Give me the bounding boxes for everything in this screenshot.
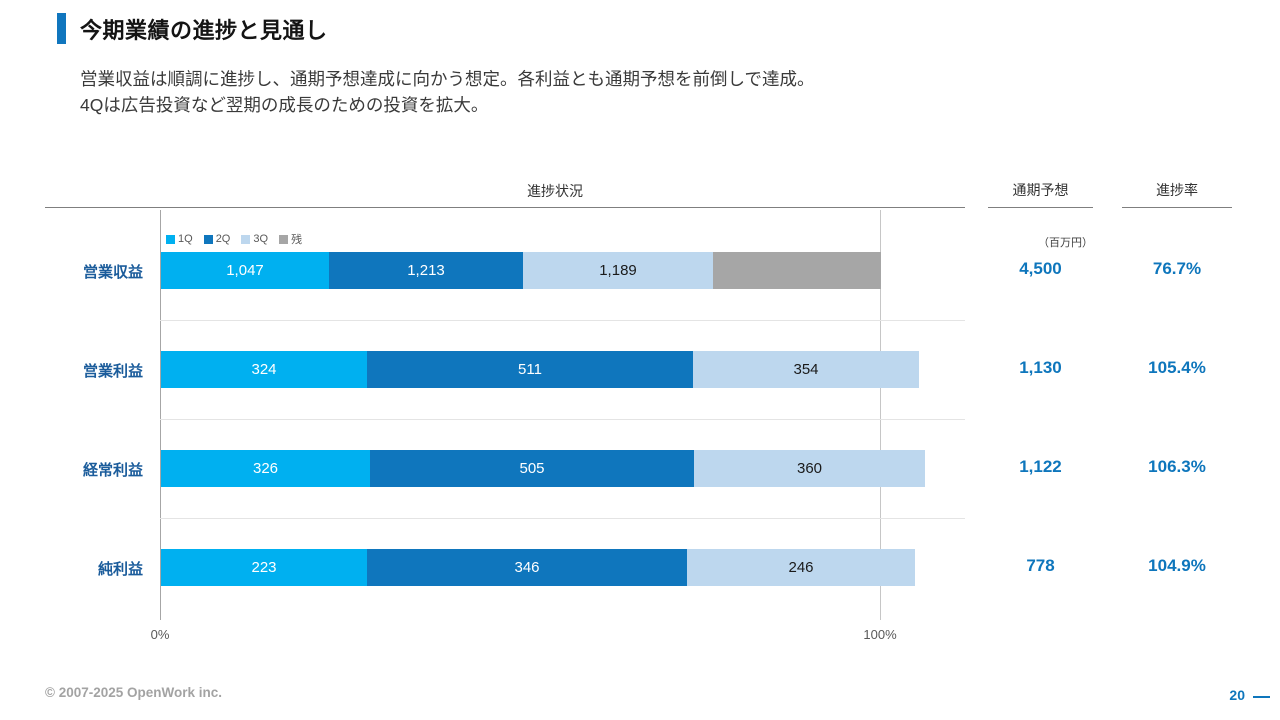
legend-label: 2Q [215, 233, 231, 245]
bar-segment-1Q: 223 [161, 549, 367, 586]
bar-segment-2Q: 346 [367, 549, 687, 586]
x-tick-0: 0% [150, 627, 170, 642]
page-number-dash [1253, 696, 1270, 698]
progress-value: 105.4% [1148, 357, 1206, 377]
bar-segment-3Q: 354 [693, 351, 919, 388]
legend-label: 3Q [253, 233, 269, 245]
chart-header-rule [45, 207, 965, 208]
legend-swatch-icon [166, 234, 175, 244]
stacked-bar: 1,047 1,213 1,189 [161, 252, 881, 289]
legend-swatch-icon [279, 234, 289, 244]
legend-item: 3Q [241, 233, 268, 245]
bar-segment-1Q: 326 [161, 450, 370, 487]
row-separator [160, 419, 965, 420]
stacked-bar: 223 346 246 [161, 549, 915, 586]
row-label: 純利益 [97, 560, 143, 578]
bar-segment-3Q: 360 [694, 450, 925, 487]
bar-segment-3Q: 1,189 [523, 252, 713, 289]
legend-item: 残 [279, 231, 302, 247]
gridline-100pct [880, 210, 881, 620]
row-label: 経常利益 [82, 461, 143, 479]
legend-label: 1Q [178, 233, 193, 245]
forecast-value: 4,500 [1019, 258, 1062, 278]
bar-segment-2Q: 1,213 [329, 252, 523, 289]
row-separator [160, 320, 965, 321]
bar-segment-3Q: 246 [687, 549, 915, 586]
progress-header-rule [1122, 207, 1232, 208]
subtitle: 営業収益は順調に進捗し、通期予想達成に向かう想定。各利益とも通期予想を前倒しで達… [80, 66, 814, 118]
stacked-bar: 324 511 354 [161, 351, 919, 388]
bar-segment-1Q: 324 [161, 351, 367, 388]
row-label: 営業収益 [82, 263, 143, 281]
column-header-forecast: 通期予想 [1012, 182, 1069, 198]
title-accent-bar [57, 13, 66, 44]
subtitle-line-1: 営業収益は順調に進捗し、通期予想達成に向かう想定。各利益とも通期予想を前倒しで達… [80, 69, 815, 89]
row-separator [160, 518, 965, 519]
bar-segment-remainder [713, 252, 881, 289]
subtitle-line-2: 4Qは広告投資など翌期の成長のための投資を拡大。 [80, 95, 489, 115]
stacked-bar: 326 505 360 [161, 450, 925, 487]
legend-item: 1Q [166, 233, 193, 245]
progress-value: 106.3% [1148, 456, 1206, 476]
row-label: 営業利益 [82, 362, 143, 380]
page-title: 今期業績の進捗と見通し [80, 18, 328, 43]
legend-label: 残 [291, 234, 303, 246]
column-header-progress: 進捗率 [1156, 182, 1198, 198]
chart-section-title: 進捗状況 [527, 183, 583, 199]
forecast-value: 1,122 [1019, 456, 1062, 476]
legend-item: 2Q [203, 233, 231, 245]
y-axis-line [160, 210, 161, 620]
page-number: 20 [1229, 687, 1245, 703]
forecast-header-rule [988, 207, 1093, 208]
plot-area: 1,047 1,213 1,189 324 511 354 326 505 360 223 346 2… [160, 210, 965, 620]
bar-segment-2Q: 505 [370, 450, 694, 487]
legend-swatch-icon [241, 234, 251, 244]
forecast-value: 1,130 [1019, 357, 1062, 377]
unit-label: （百万円） [1038, 237, 1093, 249]
bar-segment-2Q: 511 [367, 351, 693, 388]
progress-value: 104.9% [1148, 555, 1206, 575]
legend-swatch-icon [203, 234, 213, 244]
x-tick-100: 100% [863, 627, 897, 642]
bar-segment-1Q: 1,047 [161, 252, 329, 289]
copyright: © 2007-2025 OpenWork inc. [45, 685, 223, 700]
forecast-value: 778 [1026, 555, 1055, 575]
progress-value: 76.7% [1152, 258, 1202, 278]
chart-legend: 1Q 2Q 3Q 残 [166, 231, 302, 247]
